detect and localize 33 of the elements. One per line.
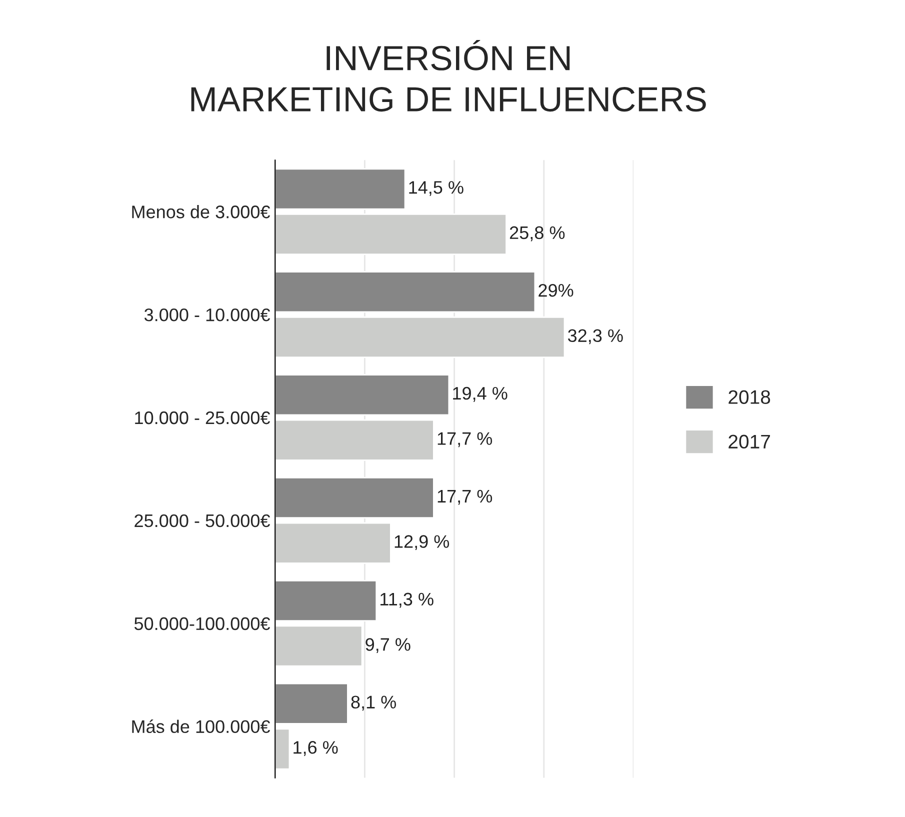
- data-label: 19,4 %: [453, 386, 508, 402]
- data-label: 9,7 %: [366, 638, 410, 653]
- bar: [275, 522, 392, 564]
- bar: [275, 213, 507, 256]
- bar: [275, 316, 566, 358]
- bar: [275, 580, 378, 622]
- data-label: 17,7 %: [438, 432, 492, 448]
- data-label: 32,3 %: [568, 329, 623, 344]
- y-tick-label: 25.000 - 50.000€: [134, 514, 270, 528]
- y-tick-label: 3.000 - 10.000€: [144, 308, 270, 322]
- bar: [275, 419, 434, 461]
- y-tick-label: Menos de 3.000€: [132, 205, 270, 218]
- data-label: 12,9 %: [394, 535, 450, 550]
- data-label: 25,8 %: [510, 226, 565, 242]
- legend-label: 2018: [728, 390, 770, 404]
- y-tick-label: Más de 100.000€: [132, 720, 270, 734]
- bar: [275, 168, 406, 210]
- data-label: 8,1 %: [351, 696, 396, 711]
- y-tick-label: 10.000 - 25.000€: [135, 411, 270, 424]
- data-label: 29%: [538, 284, 574, 297]
- legend-label: 2017: [728, 434, 770, 449]
- bar: [275, 728, 290, 770]
- data-label: 17,7 %: [438, 490, 492, 505]
- bar: [275, 271, 536, 313]
- bar: [275, 625, 363, 667]
- bar: [275, 477, 434, 519]
- bar: [275, 374, 450, 416]
- chart-title: INVERSIÓN EN MARKETING DE INFLUENCERS: [191, 40, 706, 112]
- y-tick-label: 50.000-100.000€: [134, 617, 270, 630]
- data-label: 11,3 %: [380, 592, 434, 608]
- data-label: 14,5 %: [409, 181, 464, 196]
- bar: [275, 682, 348, 724]
- data-label: 1,6 %: [294, 741, 338, 756]
